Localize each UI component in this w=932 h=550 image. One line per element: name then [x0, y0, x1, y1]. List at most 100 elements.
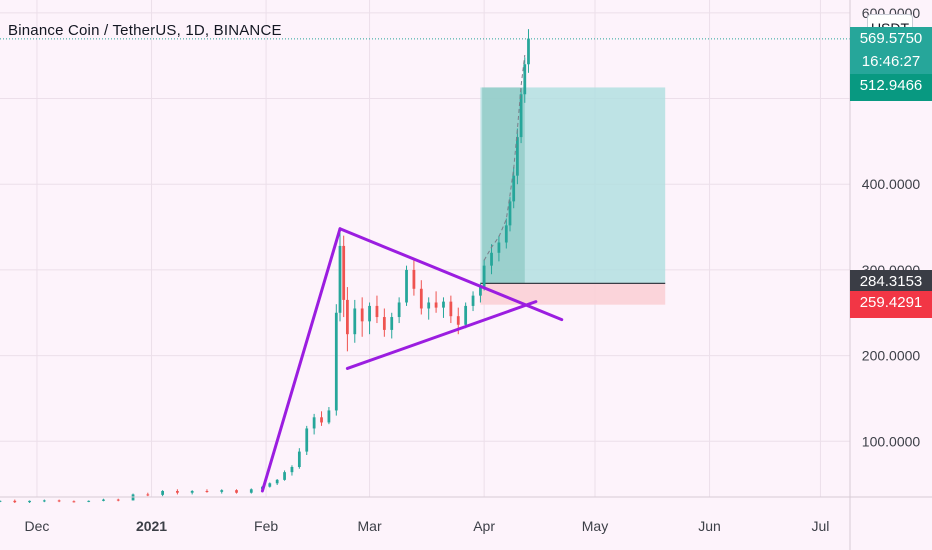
- candle-body: [412, 269, 416, 289]
- candle-body: [516, 137, 519, 176]
- candle-body: [479, 287, 482, 296]
- candle-body: [235, 490, 238, 493]
- x-tick-label: Jun: [698, 518, 721, 534]
- candle-body: [220, 490, 224, 492]
- candle-body: [57, 500, 61, 502]
- candle: [516, 128, 519, 185]
- candle-body: [353, 308, 357, 335]
- candle: [504, 218, 508, 249]
- x-tick-label: Mar: [358, 518, 382, 534]
- candle: [471, 291, 475, 312]
- candle-body: [482, 265, 486, 288]
- candle: [283, 470, 286, 481]
- candle: [290, 465, 294, 476]
- candle: [146, 492, 150, 497]
- candle: [116, 498, 120, 502]
- candle-body: [519, 94, 523, 138]
- candle: [338, 227, 342, 322]
- x-tick-label: 2021: [136, 518, 167, 534]
- candle-body: [334, 312, 338, 411]
- candle: [327, 407, 331, 425]
- candle: [320, 411, 323, 426]
- candle-body: [320, 417, 323, 423]
- x-tick-label: Jul: [811, 518, 829, 534]
- candle-body: [434, 302, 438, 308]
- candle-body: [512, 175, 516, 202]
- x-tick-label: Dec: [25, 518, 50, 534]
- long-position-stop-zone: [480, 283, 666, 305]
- candle-body: [327, 410, 331, 423]
- price-tag-countdown: 16:46:27: [861, 52, 921, 70]
- candle: [419, 280, 423, 315]
- candle-body: [523, 64, 527, 95]
- candle-body: [275, 479, 279, 484]
- candle-body: [146, 494, 150, 496]
- candle: [87, 500, 91, 503]
- candle-body: [360, 308, 364, 322]
- candle-body: [42, 500, 46, 502]
- candle: [519, 88, 523, 144]
- x-tick-label: May: [582, 518, 608, 534]
- candle-body: [305, 428, 309, 452]
- candle-body: [464, 305, 468, 325]
- candle: [390, 312, 394, 339]
- candle: [405, 265, 408, 306]
- bars-pattern-dashed-line: [483, 54, 526, 261]
- candle: [346, 287, 349, 352]
- candle-body: [0, 500, 2, 502]
- candle-body: [456, 316, 460, 325]
- candle: [412, 259, 416, 296]
- candle: [397, 297, 401, 324]
- candle-body: [13, 500, 17, 503]
- candle-body: [102, 499, 105, 501]
- candle: [427, 297, 431, 320]
- candle: [434, 291, 438, 313]
- candle-body: [419, 288, 423, 309]
- candle-body: [205, 491, 209, 493]
- candle: [342, 235, 346, 318]
- candle: [305, 425, 309, 456]
- candle: [449, 295, 453, 324]
- candle-body: [290, 467, 294, 473]
- candle: [0, 500, 2, 503]
- chart-title: Binance Coin / TetherUS, 1D, BINANCE: [8, 22, 282, 39]
- candle: [57, 499, 61, 503]
- candle: [176, 489, 179, 495]
- candle: [360, 297, 364, 337]
- candle-body: [449, 301, 453, 317]
- price-tag-value: 569.5750: [859, 29, 923, 47]
- candle: [368, 302, 371, 335]
- x-tick-label: Feb: [254, 518, 278, 534]
- candle-body: [346, 299, 349, 335]
- candle-body: [375, 305, 379, 318]
- trend-line: [345, 300, 538, 370]
- candle: [249, 488, 253, 494]
- trend-line: [260, 227, 342, 493]
- candle: [275, 479, 279, 486]
- candle: [235, 489, 238, 494]
- y-tick-label: 200.0000: [862, 348, 921, 364]
- y-tick-label: 100.0000: [862, 433, 921, 449]
- candle-body: [338, 245, 342, 313]
- candle: [490, 244, 493, 275]
- candle-body: [249, 489, 253, 493]
- price-tag-value: 284.3153: [859, 272, 923, 290]
- candle: [464, 302, 468, 329]
- candle: [375, 295, 379, 324]
- candle-body: [87, 500, 91, 502]
- candles: [0, 29, 530, 503]
- trend-lines: [260, 227, 564, 493]
- candle-body: [161, 491, 164, 495]
- candle-body: [397, 302, 401, 318]
- x-tick-label: Apr: [473, 518, 495, 534]
- candle: [72, 500, 76, 503]
- candle: [527, 29, 530, 73]
- plot-background: [0, 0, 850, 550]
- price-tag: 569.5750 16:46:27: [850, 26, 932, 75]
- price-tag-value: 259.4291: [859, 294, 923, 312]
- candle: [353, 299, 357, 343]
- price-tag: 259.4291: [850, 291, 932, 319]
- candle-body: [504, 225, 508, 243]
- candle-body: [405, 269, 408, 303]
